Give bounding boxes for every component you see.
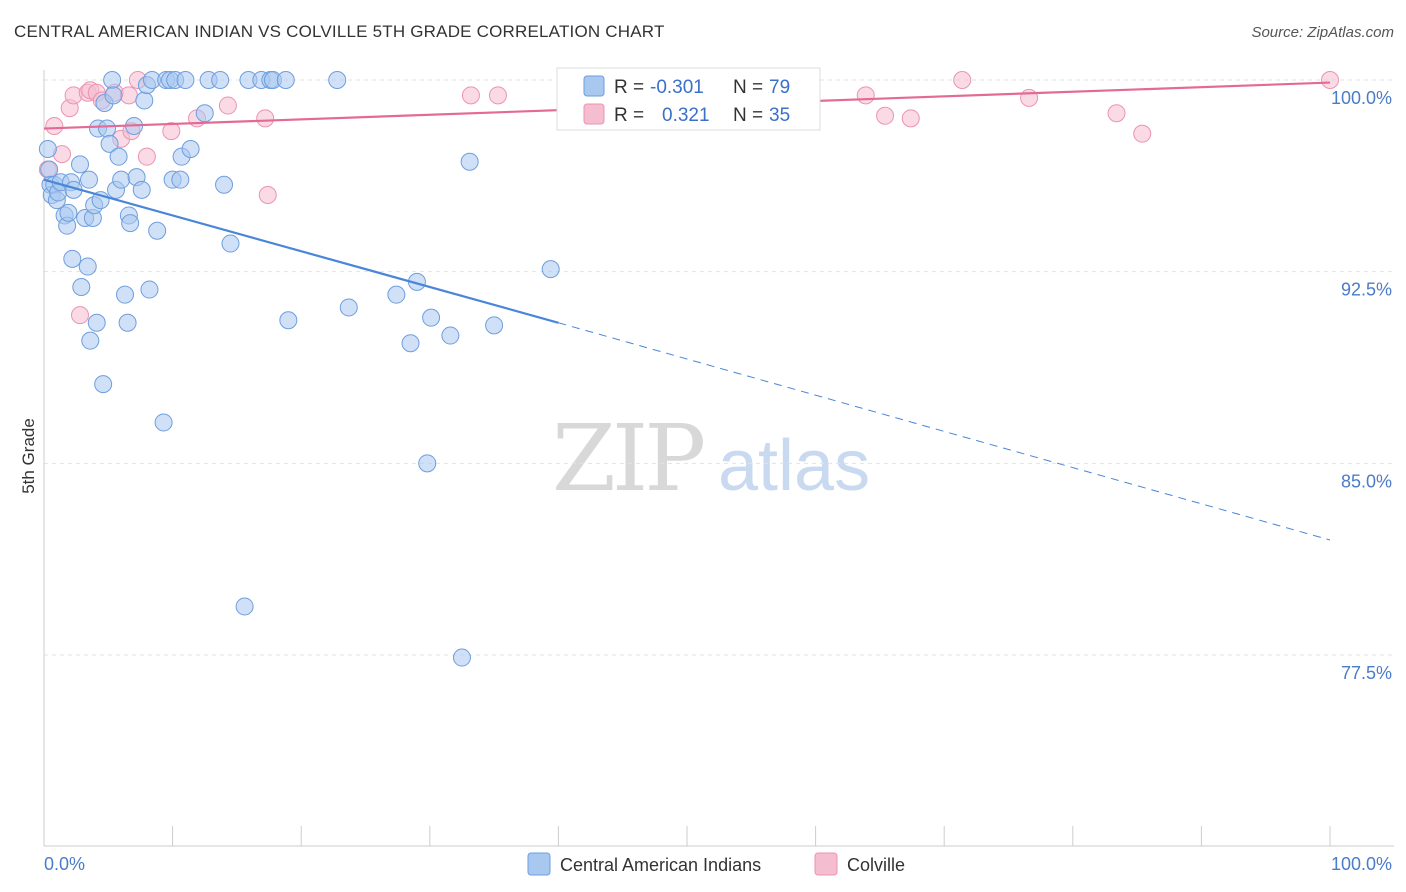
series-label-1: Central American Indians — [560, 855, 761, 875]
series-legend: Central American Indians Colville — [527, 852, 905, 876]
legend-n-label-1: N = — [733, 77, 763, 98]
colville-point — [953, 71, 972, 89]
colville-point — [218, 96, 237, 115]
gridlines — [44, 79, 1394, 656]
colville-point — [461, 86, 480, 105]
central-american-indians-point — [211, 71, 230, 89]
x-tick-label-max: 100.0% — [1331, 854, 1392, 874]
colville-point — [1133, 124, 1152, 143]
central-american-indians-points — [38, 71, 560, 667]
colville-point — [488, 86, 507, 105]
central-american-indians-point — [98, 119, 117, 138]
y-tick-label-3: 77.5% — [1341, 663, 1392, 683]
central-american-indians-point — [387, 285, 406, 304]
legend-n-label-2: N = — [733, 105, 763, 126]
legend-r-label-2: R = — [614, 105, 644, 126]
central-american-indians-point — [71, 155, 90, 174]
y-tick-labels: 100.0% 92.5% 85.0% 77.5% — [1331, 88, 1392, 683]
y-tick-label-0: 100.0% — [1331, 88, 1392, 108]
central-american-indians-point — [460, 152, 479, 171]
source-label: Source: ZipAtlas.com — [1251, 24, 1394, 41]
colville-point — [1107, 104, 1126, 123]
central-american-indians-point — [328, 71, 347, 89]
central-american-indians-point — [422, 308, 441, 327]
central-american-indians-point — [38, 140, 57, 158]
colville-point — [901, 109, 920, 128]
series-swatch-blue — [527, 852, 551, 876]
series-label-2: Colville — [847, 855, 905, 875]
central-american-indians-point — [94, 375, 113, 394]
colville-point — [876, 106, 895, 125]
x-axis-ticks — [172, 826, 1331, 846]
legend-swatch-pink — [583, 103, 605, 125]
x-tick-label-min: 0.0% — [44, 854, 85, 874]
central-american-indians-point — [181, 140, 200, 158]
colville-point — [256, 109, 275, 128]
central-american-indians-point — [452, 648, 471, 667]
central-american-indians-point — [121, 214, 140, 233]
legend-r-value-2: 0.321 — [662, 105, 710, 126]
central-american-indians-point — [63, 249, 82, 268]
central-american-indians-point — [100, 134, 119, 153]
legend-r-label-1: R = — [614, 77, 644, 98]
central-american-indians-point — [221, 234, 240, 253]
correlation-legend: R = -0.301 N = 79 R = 0.321 N = 35 — [556, 67, 821, 131]
central-american-indians-point — [148, 221, 167, 240]
central-american-indians-point — [215, 175, 234, 194]
colville-point — [1321, 71, 1339, 89]
legend-swatch-blue — [583, 75, 605, 97]
colville-point — [162, 122, 181, 141]
central-american-indians-point — [118, 313, 137, 332]
colville-point — [71, 306, 90, 325]
chart-title: CENTRAL AMERICAN INDIAN VS COLVILLE 5TH … — [14, 22, 665, 41]
central-american-indians-point — [81, 331, 100, 350]
watermark-atlas: atlas — [718, 426, 870, 506]
central-american-indians-point — [339, 298, 358, 317]
central-american-indians-point — [235, 597, 254, 616]
colville-point — [137, 147, 156, 166]
central-american-indians-point — [401, 334, 420, 353]
central-american-indians-point — [541, 260, 560, 279]
central-american-indians-point — [59, 203, 78, 222]
central-american-indians-point — [441, 326, 460, 345]
central-american-indians-point — [112, 170, 131, 189]
blue-trend-extension — [558, 322, 1331, 541]
central-american-indians-point — [485, 316, 504, 335]
watermark-zip: ZIP — [552, 405, 703, 512]
central-american-indians-point — [103, 71, 122, 89]
central-american-indians-point — [132, 180, 151, 199]
colville-point — [1020, 88, 1039, 107]
legend-n-value-2: 35 — [769, 105, 790, 126]
y-axis-label: 5th Grade — [19, 418, 38, 494]
central-american-indians-point — [140, 280, 159, 299]
central-american-indians-point — [154, 413, 173, 432]
central-american-indians-point — [418, 454, 437, 473]
y-tick-label-2: 85.0% — [1341, 471, 1392, 491]
central-american-indians-point — [116, 285, 135, 304]
legend-r-value-1: -0.301 — [650, 77, 704, 98]
colville-point — [856, 86, 875, 105]
central-american-indians-point — [195, 104, 214, 123]
central-american-indians-point — [72, 278, 91, 296]
blue-trend-line — [43, 178, 559, 324]
central-american-indians-point — [276, 71, 295, 89]
central-american-indians-point — [171, 170, 190, 189]
colville-point — [45, 117, 64, 135]
central-american-indians-point — [279, 311, 298, 330]
central-american-indians-point — [109, 147, 128, 166]
central-american-indians-point — [135, 91, 154, 110]
central-american-indians-point — [78, 257, 97, 276]
colville-point — [119, 86, 138, 105]
central-american-indians-point — [176, 71, 195, 89]
central-american-indians-point — [104, 86, 123, 105]
colville-point — [258, 186, 277, 204]
y-tick-label-1: 92.5% — [1341, 280, 1392, 300]
series-swatch-pink — [814, 852, 838, 876]
central-american-indians-point — [87, 313, 106, 332]
central-american-indians-point — [80, 170, 99, 189]
legend-n-value-1: 79 — [769, 77, 790, 98]
